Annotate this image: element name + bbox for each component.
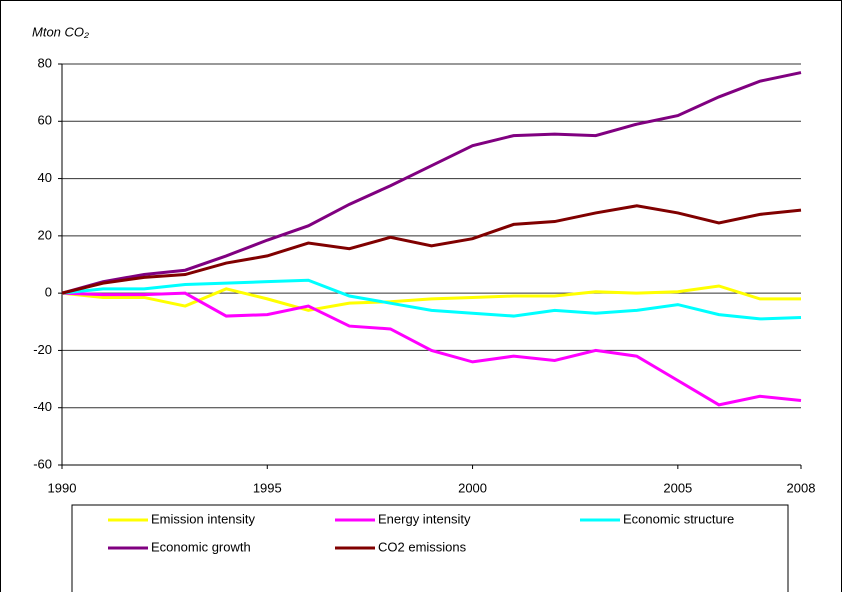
y-tick-label: 40: [38, 170, 52, 185]
x-tick-label: 2000: [458, 480, 487, 495]
y-tick-label: 20: [38, 227, 52, 242]
y-tick-label: -20: [33, 342, 52, 357]
x-tick-label: 2008: [787, 480, 816, 495]
legend-label: Energy intensity: [378, 511, 471, 526]
legend-label: Economic structure: [623, 511, 734, 526]
x-tick-label: 1990: [48, 480, 77, 495]
series-line: [61, 284, 801, 312]
legend-label: CO2 emissions: [378, 539, 467, 554]
x-tick-label: 1995: [253, 480, 282, 495]
y-tick-label: 80: [38, 55, 52, 70]
series-line: [61, 204, 802, 295]
y-tick-label: 0: [45, 285, 52, 300]
y-axis-label: Mton CO₂: [32, 24, 89, 39]
y-tick-label: -40: [33, 399, 52, 414]
legend-label: Economic growth: [151, 539, 251, 554]
legend-label: Emission intensity: [151, 511, 256, 526]
y-tick-label: -60: [33, 456, 52, 471]
series-line: [61, 278, 802, 321]
y-tick-label: 60: [38, 113, 52, 128]
series-line: [61, 291, 802, 407]
series-line: [61, 71, 802, 295]
x-tick-label: 2005: [663, 480, 692, 495]
legend-box: [71, 504, 789, 592]
